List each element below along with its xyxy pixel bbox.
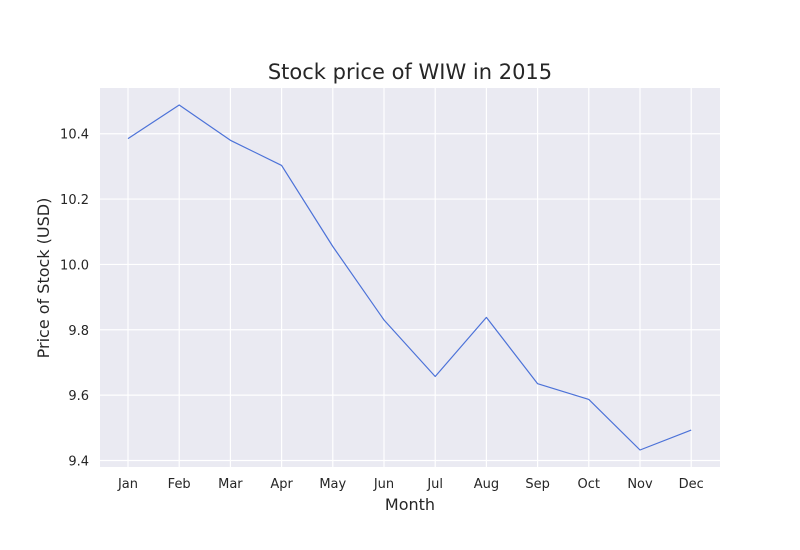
x-tick-label: Jan: [117, 477, 138, 492]
chart-title: Stock price of WIW in 2015: [268, 60, 552, 84]
y-tick-label: 9.6: [68, 389, 89, 404]
x-axis-label: Month: [385, 495, 435, 514]
y-tick-label: 10.0: [60, 258, 89, 273]
x-tick-label: Mar: [218, 477, 243, 492]
x-tick-label: Jul: [426, 477, 443, 492]
series-line: [127, 104, 692, 451]
y-tick-label: 9.8: [68, 324, 89, 339]
plot-area: [100, 88, 720, 467]
x-tick-labels: Jan Feb Mar Apr May Jun Jul Aug Sep Oct Nov Dec: [117, 477, 704, 492]
x-tick-label: Sep: [525, 477, 550, 492]
x-tick-label: Jun: [373, 477, 394, 492]
x-tick-label: Feb: [168, 477, 191, 492]
y-axis-label: Price of Stock (USD): [34, 198, 53, 359]
x-tick-label: Apr: [270, 477, 293, 492]
grid-lines: [100, 88, 720, 467]
x-tick-label: Oct: [578, 477, 600, 492]
x-tick-label: Nov: [627, 477, 653, 492]
y-tick-label: 9.4: [68, 454, 89, 469]
y-tick-labels: 9.4 9.6 9.8 10.0 10.2 10.4: [60, 128, 89, 470]
y-tick-label: 10.4: [60, 128, 89, 143]
series-layer: [127, 104, 692, 451]
y-tick-label: 10.2: [60, 193, 89, 208]
x-tick-label: Dec: [679, 477, 704, 492]
x-tick-label: May: [319, 477, 346, 492]
x-tick-label: Aug: [474, 477, 499, 492]
